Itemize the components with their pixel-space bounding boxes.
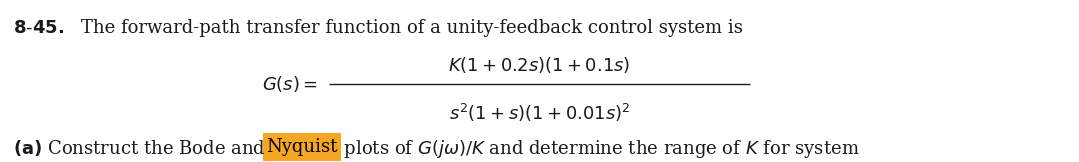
Text: Nyquist: Nyquist xyxy=(267,138,338,156)
Text: The forward-path transfer function of a unity-feedback control system is: The forward-path transfer function of a … xyxy=(81,19,742,37)
Text: $G(s) =$: $G(s) =$ xyxy=(262,74,318,94)
Text: $s^2(1+s)(1+0.01s)^2$: $s^2(1+s)(1+0.01s)^2$ xyxy=(449,102,630,124)
FancyBboxPatch shape xyxy=(263,133,341,161)
Text: $\mathbf{(a)}$ Construct the Bode and: $\mathbf{(a)}$ Construct the Bode and xyxy=(13,138,267,158)
Text: plots of $G(j\omega)/K$ and determine the range of $K$ for system: plots of $G(j\omega)/K$ and determine th… xyxy=(338,138,859,160)
Text: $K(1+0.2s)(1+0.1s)$: $K(1+0.2s)(1+0.1s)$ xyxy=(448,55,631,75)
Text: $\mathbf{8\text{-}45.}$: $\mathbf{8\text{-}45.}$ xyxy=(13,19,64,37)
